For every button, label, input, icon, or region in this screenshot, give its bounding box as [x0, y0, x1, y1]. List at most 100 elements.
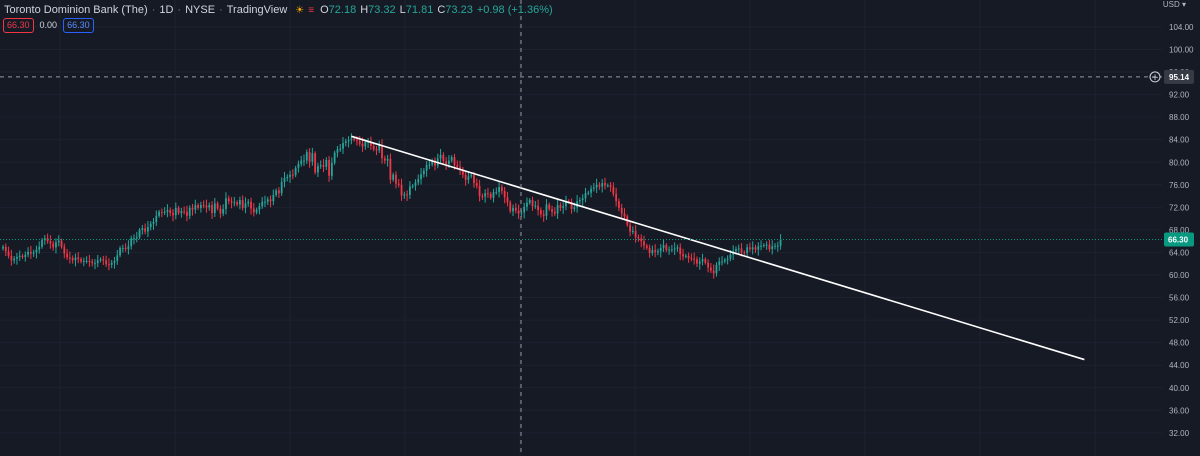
candle-body	[119, 247, 121, 256]
candle-body	[35, 249, 38, 253]
candle-body	[612, 187, 615, 194]
candle-body	[749, 247, 751, 250]
candle-body	[317, 166, 319, 173]
candle-body	[643, 241, 645, 246]
plus-icon[interactable]: +	[1151, 73, 1159, 83]
candle-body	[422, 170, 425, 175]
candle-body	[258, 206, 261, 210]
y-tick-label: 60.00	[1169, 271, 1190, 280]
candle-body	[484, 193, 487, 197]
candle-body	[467, 176, 470, 180]
candle-body	[414, 182, 417, 186]
candle-body	[534, 205, 537, 207]
currency-selector[interactable]: USD ▾	[1163, 0, 1186, 9]
candle-body	[108, 264, 110, 266]
candle-body	[236, 202, 239, 205]
candle-body	[356, 139, 358, 141]
candle-body	[375, 149, 378, 151]
y-tick-label: 52.00	[1169, 316, 1190, 325]
candle-body	[177, 207, 180, 213]
candle-body	[431, 160, 434, 165]
low-label: L	[399, 4, 406, 16]
candle-body	[400, 184, 403, 196]
more-menu-icon[interactable]: ≡	[308, 4, 315, 16]
candle-body	[378, 145, 381, 151]
candle-body	[448, 160, 450, 164]
candle-body	[409, 186, 411, 195]
candle-body	[478, 185, 481, 197]
candle-body	[330, 162, 333, 176]
candle-body	[66, 253, 69, 258]
candle-body	[500, 187, 503, 192]
candle-body	[640, 238, 643, 242]
candle-body	[205, 205, 208, 208]
buy-button[interactable]: 66.30	[63, 18, 94, 33]
candle-body	[615, 193, 618, 202]
candle-body	[631, 231, 634, 233]
candle-body	[144, 228, 147, 232]
candle-body	[587, 192, 590, 194]
candle-body	[565, 201, 567, 207]
candle-body	[648, 247, 651, 254]
candle-body	[709, 267, 712, 271]
candle-body	[275, 190, 278, 195]
candle-body	[13, 258, 16, 261]
candle-body	[545, 204, 548, 216]
candle-body	[319, 165, 322, 167]
candle-body	[654, 250, 657, 252]
candle-body	[121, 247, 124, 249]
y-tick-label: 84.00	[1169, 136, 1190, 145]
symbol-name[interactable]: Toronto Dominion Bank (The)	[4, 4, 148, 16]
candle-body	[188, 207, 191, 216]
candle-body	[225, 198, 227, 210]
candle-body	[712, 270, 715, 274]
candle-body	[559, 205, 562, 208]
candle-body	[406, 194, 409, 196]
candle-body	[29, 251, 32, 254]
candle-body	[264, 201, 266, 203]
last-price-box	[1164, 232, 1194, 247]
price-axis[interactable]: 104.00100.0096.0092.0088.0084.0080.0076.…	[1163, 0, 1200, 456]
market-status-icon[interactable]: ☀	[295, 4, 305, 16]
candle-body	[158, 211, 160, 216]
candle-body	[657, 251, 659, 253]
candle-body	[445, 161, 448, 164]
candle-body	[570, 201, 573, 210]
candle-body	[740, 248, 743, 253]
candle-body	[397, 183, 400, 185]
crosshair-price-label: 95.14	[1169, 73, 1190, 82]
candle-body	[314, 153, 317, 173]
y-tick-label: 88.00	[1169, 113, 1190, 122]
trendline[interactable]	[351, 135, 1085, 361]
interval-label[interactable]: 1D	[159, 4, 174, 16]
candle-body	[135, 237, 138, 239]
y-tick-label: 100.00	[1169, 46, 1194, 55]
candle-body	[328, 159, 330, 176]
source-label: TradingView	[226, 4, 288, 16]
candle-body	[604, 183, 606, 186]
candle-body	[46, 238, 49, 242]
candle-body	[687, 255, 690, 259]
candle-body	[278, 190, 280, 194]
candle-body	[512, 207, 514, 212]
candle-body	[548, 204, 551, 210]
close-value: 73.23	[445, 4, 473, 16]
candle-body	[651, 250, 654, 254]
last-price-label: 66.30	[1168, 235, 1189, 244]
candle-body	[180, 211, 183, 213]
candle-body	[662, 245, 665, 248]
candle-body	[311, 153, 314, 162]
candle-body	[208, 205, 211, 208]
sell-button[interactable]: 66.30	[3, 18, 34, 33]
candle-body	[105, 260, 108, 265]
spread-value: 0.00	[39, 20, 58, 30]
candle-body	[698, 261, 701, 264]
candle-body	[765, 244, 768, 246]
candle-body	[743, 252, 746, 254]
candle-body	[434, 160, 436, 166]
candle-body	[459, 166, 461, 170]
candle-body	[386, 158, 389, 161]
add-alert-icon[interactable]	[1149, 71, 1161, 83]
